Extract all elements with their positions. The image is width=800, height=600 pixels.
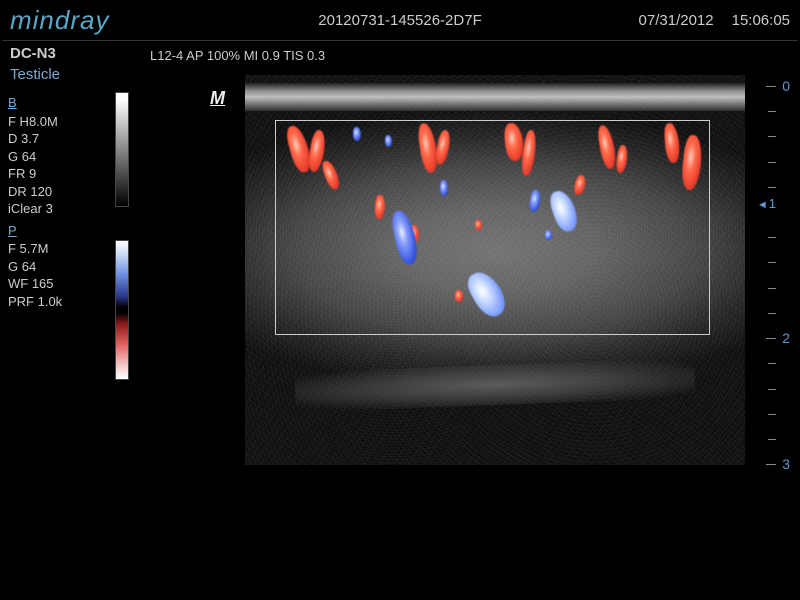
param-line: D 3.7: [8, 130, 62, 148]
depth-tick: [768, 111, 776, 112]
exam-id: 20120731-145526-2D7F: [318, 12, 481, 29]
probe-info: L12-4 AP 100% MI 0.9 TIS 0.3: [150, 48, 325, 63]
m-orientation-marker: M: [210, 88, 225, 109]
param-line: F H8.0M: [8, 113, 62, 131]
header-bar: mindray 20120731-145526-2D7F 07/31/2012 1…: [0, 0, 800, 40]
doppler-flow-signal: [353, 127, 361, 141]
param-line: WF 165: [8, 275, 62, 293]
focus-marker[interactable]: 1: [757, 196, 776, 211]
depth-tick: [768, 439, 776, 440]
param-line: DR 120: [8, 183, 62, 201]
param-line: FR 9: [8, 165, 62, 183]
depth-label: 3: [782, 456, 790, 472]
depth-tick: [768, 389, 776, 390]
depth-tick: [768, 363, 776, 364]
bmode-params: F H8.0MD 3.7G 64FR 9DR 120iClear 3: [8, 113, 62, 218]
pmode-section-label: P: [8, 222, 62, 240]
depth-tick: [768, 136, 776, 137]
depth-tick: [768, 313, 776, 314]
param-line: G 64: [8, 258, 62, 276]
depth-tick: [768, 237, 776, 238]
doppler-flow-signal: [545, 230, 552, 240]
depth-tick: [768, 162, 776, 163]
param-line: F 5.7M: [8, 240, 62, 258]
param-line: G 64: [8, 148, 62, 166]
depth-tick: [768, 288, 776, 289]
bmode-section-label: B: [8, 94, 62, 112]
doppler-flow-signal: [455, 290, 463, 302]
doppler-flow-signal: [475, 220, 482, 230]
depth-scale: 0 2 3 1: [750, 78, 790, 478]
time-label: 15:06:05: [732, 12, 790, 29]
skin-line: [245, 83, 745, 111]
depth-tick-major: [766, 464, 776, 465]
model-label: DC-N3: [10, 45, 790, 62]
pmode-params: F 5.7MG 64WF 165PRF 1.0k: [8, 240, 62, 310]
depth-tick-major: [766, 338, 776, 339]
date-label: 07/31/2012: [639, 12, 714, 29]
grayscale-colorbar: [115, 92, 129, 207]
brand-logo: mindray: [10, 5, 109, 36]
left-parameters-panel: B F H8.0MD 3.7G 64FR 9DR 120iClear 3 P F…: [8, 90, 62, 311]
depth-tick: [768, 414, 776, 415]
param-line: iClear 3: [8, 200, 62, 218]
doppler-flow-signal: [385, 135, 392, 147]
doppler-colorbar: [115, 240, 129, 380]
depth-tick-major: [766, 86, 776, 87]
depth-label: 0: [782, 78, 790, 94]
datetime: 07/31/2012 15:06:05: [621, 12, 790, 29]
depth-tick: [768, 187, 776, 188]
doppler-flow-signal: [440, 180, 448, 196]
depth-label: 2: [782, 330, 790, 346]
depth-tick: [768, 262, 776, 263]
param-line: PRF 1.0k: [8, 293, 62, 311]
ultrasound-image[interactable]: [245, 75, 745, 465]
